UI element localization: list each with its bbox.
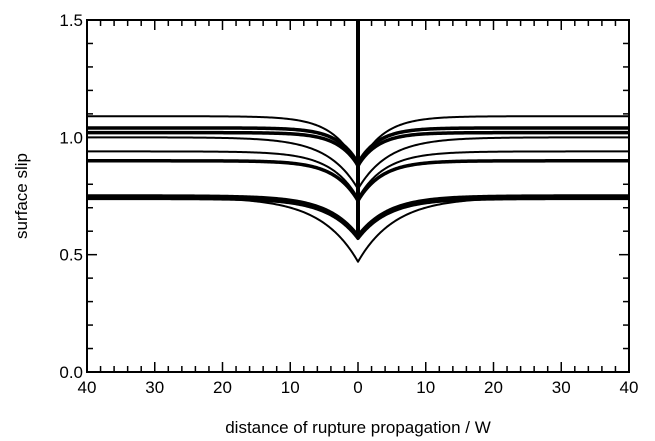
x-tick-label: 40	[78, 378, 97, 397]
y-tick-label: 0.0	[59, 363, 83, 382]
x-tick-label: 40	[620, 378, 639, 397]
x-tick-label: 30	[552, 378, 571, 397]
x-tick-label: 0	[353, 378, 362, 397]
y-tick-label: 1.0	[59, 128, 83, 147]
series-group	[86, 20, 630, 263]
tick-labels: 40 30 20 10 0 10 20 30 400.00.51.01.5	[59, 11, 638, 397]
y-tick-label: 0.5	[59, 246, 83, 265]
x-tick-label: 10	[416, 378, 435, 397]
x-axis-title: distance of rupture propagation / W	[225, 418, 491, 437]
plot-frame	[86, 19, 630, 373]
series-line	[87, 196, 629, 263]
x-tick-label: 20	[213, 378, 232, 397]
x-tick-label: 20	[484, 378, 503, 397]
y-tick-label: 1.5	[59, 11, 83, 30]
x-tick-label: 30	[145, 378, 164, 397]
y-axis-title: surface slip	[12, 153, 31, 239]
x-tick-label: 10	[281, 378, 300, 397]
